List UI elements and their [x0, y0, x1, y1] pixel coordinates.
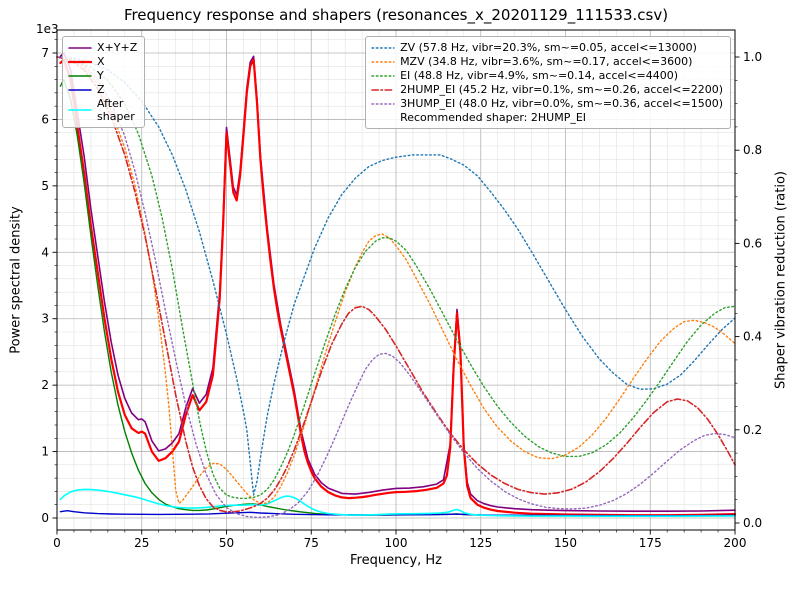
x-tick-label: 75	[304, 536, 319, 550]
legend-label: MZV (34.8 Hz, vibr=3.6%, sm~=0.17, accel…	[400, 55, 693, 68]
legend-line-sample	[68, 109, 92, 111]
x-tick-label: 125	[469, 536, 492, 550]
x-tick-label: 25	[134, 536, 149, 550]
y-axis-multiplier-label: 1e3	[36, 22, 59, 36]
y-axis-left-label: Power spectral density	[8, 206, 24, 354]
chart-title: Frequency response and shapers (resonanc…	[123, 6, 669, 24]
y-right-tick-label: 1.0	[743, 50, 762, 64]
y-left-tick-label: 7	[41, 46, 49, 60]
legend-item: Y	[68, 69, 137, 82]
y-left-tick-label: 6	[41, 112, 49, 126]
legend-line-sample	[371, 46, 395, 49]
grid-minor	[57, 30, 735, 530]
x-tick-label: 0	[53, 536, 61, 550]
y-left-tick-label: 3	[41, 312, 49, 326]
series-MZV	[56, 56, 736, 505]
series-2HUMP_EI	[56, 56, 736, 513]
y-axis-right-label: Shaper vibration reduction (ratio)	[773, 171, 789, 389]
legend-item: After shaper	[68, 97, 137, 123]
legend-item: 3HUMP_EI (48.0 Hz, vibr=0.0%, sm~=0.36, …	[371, 97, 723, 110]
legend-label: Y	[97, 69, 104, 82]
legend-label: After shaper	[97, 97, 135, 123]
legend-line-sample	[371, 102, 395, 105]
legend-line-sample	[371, 60, 395, 63]
y-left-tick-label: 1	[41, 445, 49, 459]
legend-line-sample	[371, 88, 395, 91]
x-tick-label: 50	[219, 536, 234, 550]
legend-label: Z	[97, 83, 105, 96]
y-right-tick-label: 0.8	[743, 143, 762, 157]
series-X	[59, 58, 737, 517]
legend-line-sample	[68, 46, 92, 49]
y-left-tick-label: 0	[41, 511, 49, 525]
y-right-tick-label: 0.6	[743, 236, 762, 250]
tick-labels: 0 25 50 75 100 125 150 175 200 0 1 2 3 4 5 6 7 0.0 0.2 0.4 0…	[41, 46, 762, 550]
y-right-tick-label: 0.4	[743, 330, 762, 344]
legend-item: X+Y+Z	[68, 41, 137, 54]
x-axis-label: Frequency, Hz	[349, 553, 443, 568]
y-right-tick-label: 0.2	[743, 423, 762, 437]
legend-label: 2HUMP_EI (45.2 Hz, vibr=0.1%, sm~=0.26, …	[400, 83, 723, 96]
legend-label: X+Y+Z	[97, 41, 138, 54]
legend-psd: X+Y+Z X Y Z After shaper	[62, 36, 146, 128]
series-EI	[56, 56, 736, 499]
legend-footer-spacer	[371, 117, 395, 118]
series-lines	[56, 52, 737, 519]
legend-item: EI (48.8 Hz, vibr=4.9%, sm~=0.14, accel<…	[371, 69, 723, 82]
legend-label: 3HUMP_EI (48.0 Hz, vibr=0.0%, sm~=0.36, …	[400, 97, 723, 110]
x-tick-label: 175	[639, 536, 662, 550]
y-right-tick-label: 0.0	[743, 516, 762, 530]
y-left-tick-label: 2	[41, 378, 49, 392]
legend-line-sample	[68, 60, 92, 63]
series-ZV	[56, 56, 736, 496]
legend-label: EI (48.8 Hz, vibr=4.9%, sm~=0.14, accel<…	[400, 69, 679, 82]
legend-line-sample	[68, 88, 92, 91]
legend-line-sample	[68, 74, 92, 77]
legend-shapers: ZV (57.8 Hz, vibr=20.3%, sm~=0.05, accel…	[365, 36, 731, 129]
legend-label: X	[97, 55, 105, 68]
series-3HUMP_EI	[56, 56, 736, 519]
legend-item: MZV (34.8 Hz, vibr=3.6%, sm~=0.17, accel…	[371, 55, 723, 68]
legend-line-sample	[371, 74, 395, 77]
legend-item: 2HUMP_EI (45.2 Hz, vibr=0.1%, sm~=0.26, …	[371, 83, 723, 96]
y-left-tick-label: 4	[41, 245, 49, 259]
x-tick-label: 150	[554, 536, 577, 550]
legend-item: ZV (57.8 Hz, vibr=20.3%, sm~=0.05, accel…	[371, 41, 723, 54]
legend-footer: Recommended shaper: 2HUMP_EI	[371, 111, 723, 124]
legend-item: X	[68, 55, 137, 68]
y-left-tick-label: 5	[41, 179, 49, 193]
series-After-shaper	[59, 488, 736, 517]
x-tick-label: 100	[385, 536, 408, 550]
axis-ticks	[52, 39, 740, 535]
x-tick-label: 200	[724, 536, 747, 550]
legend-label: ZV (57.8 Hz, vibr=20.3%, sm~=0.05, accel…	[400, 41, 697, 54]
legend-item: Z	[68, 83, 137, 96]
legend-footer-label: Recommended shaper: 2HUMP_EI	[400, 111, 587, 124]
